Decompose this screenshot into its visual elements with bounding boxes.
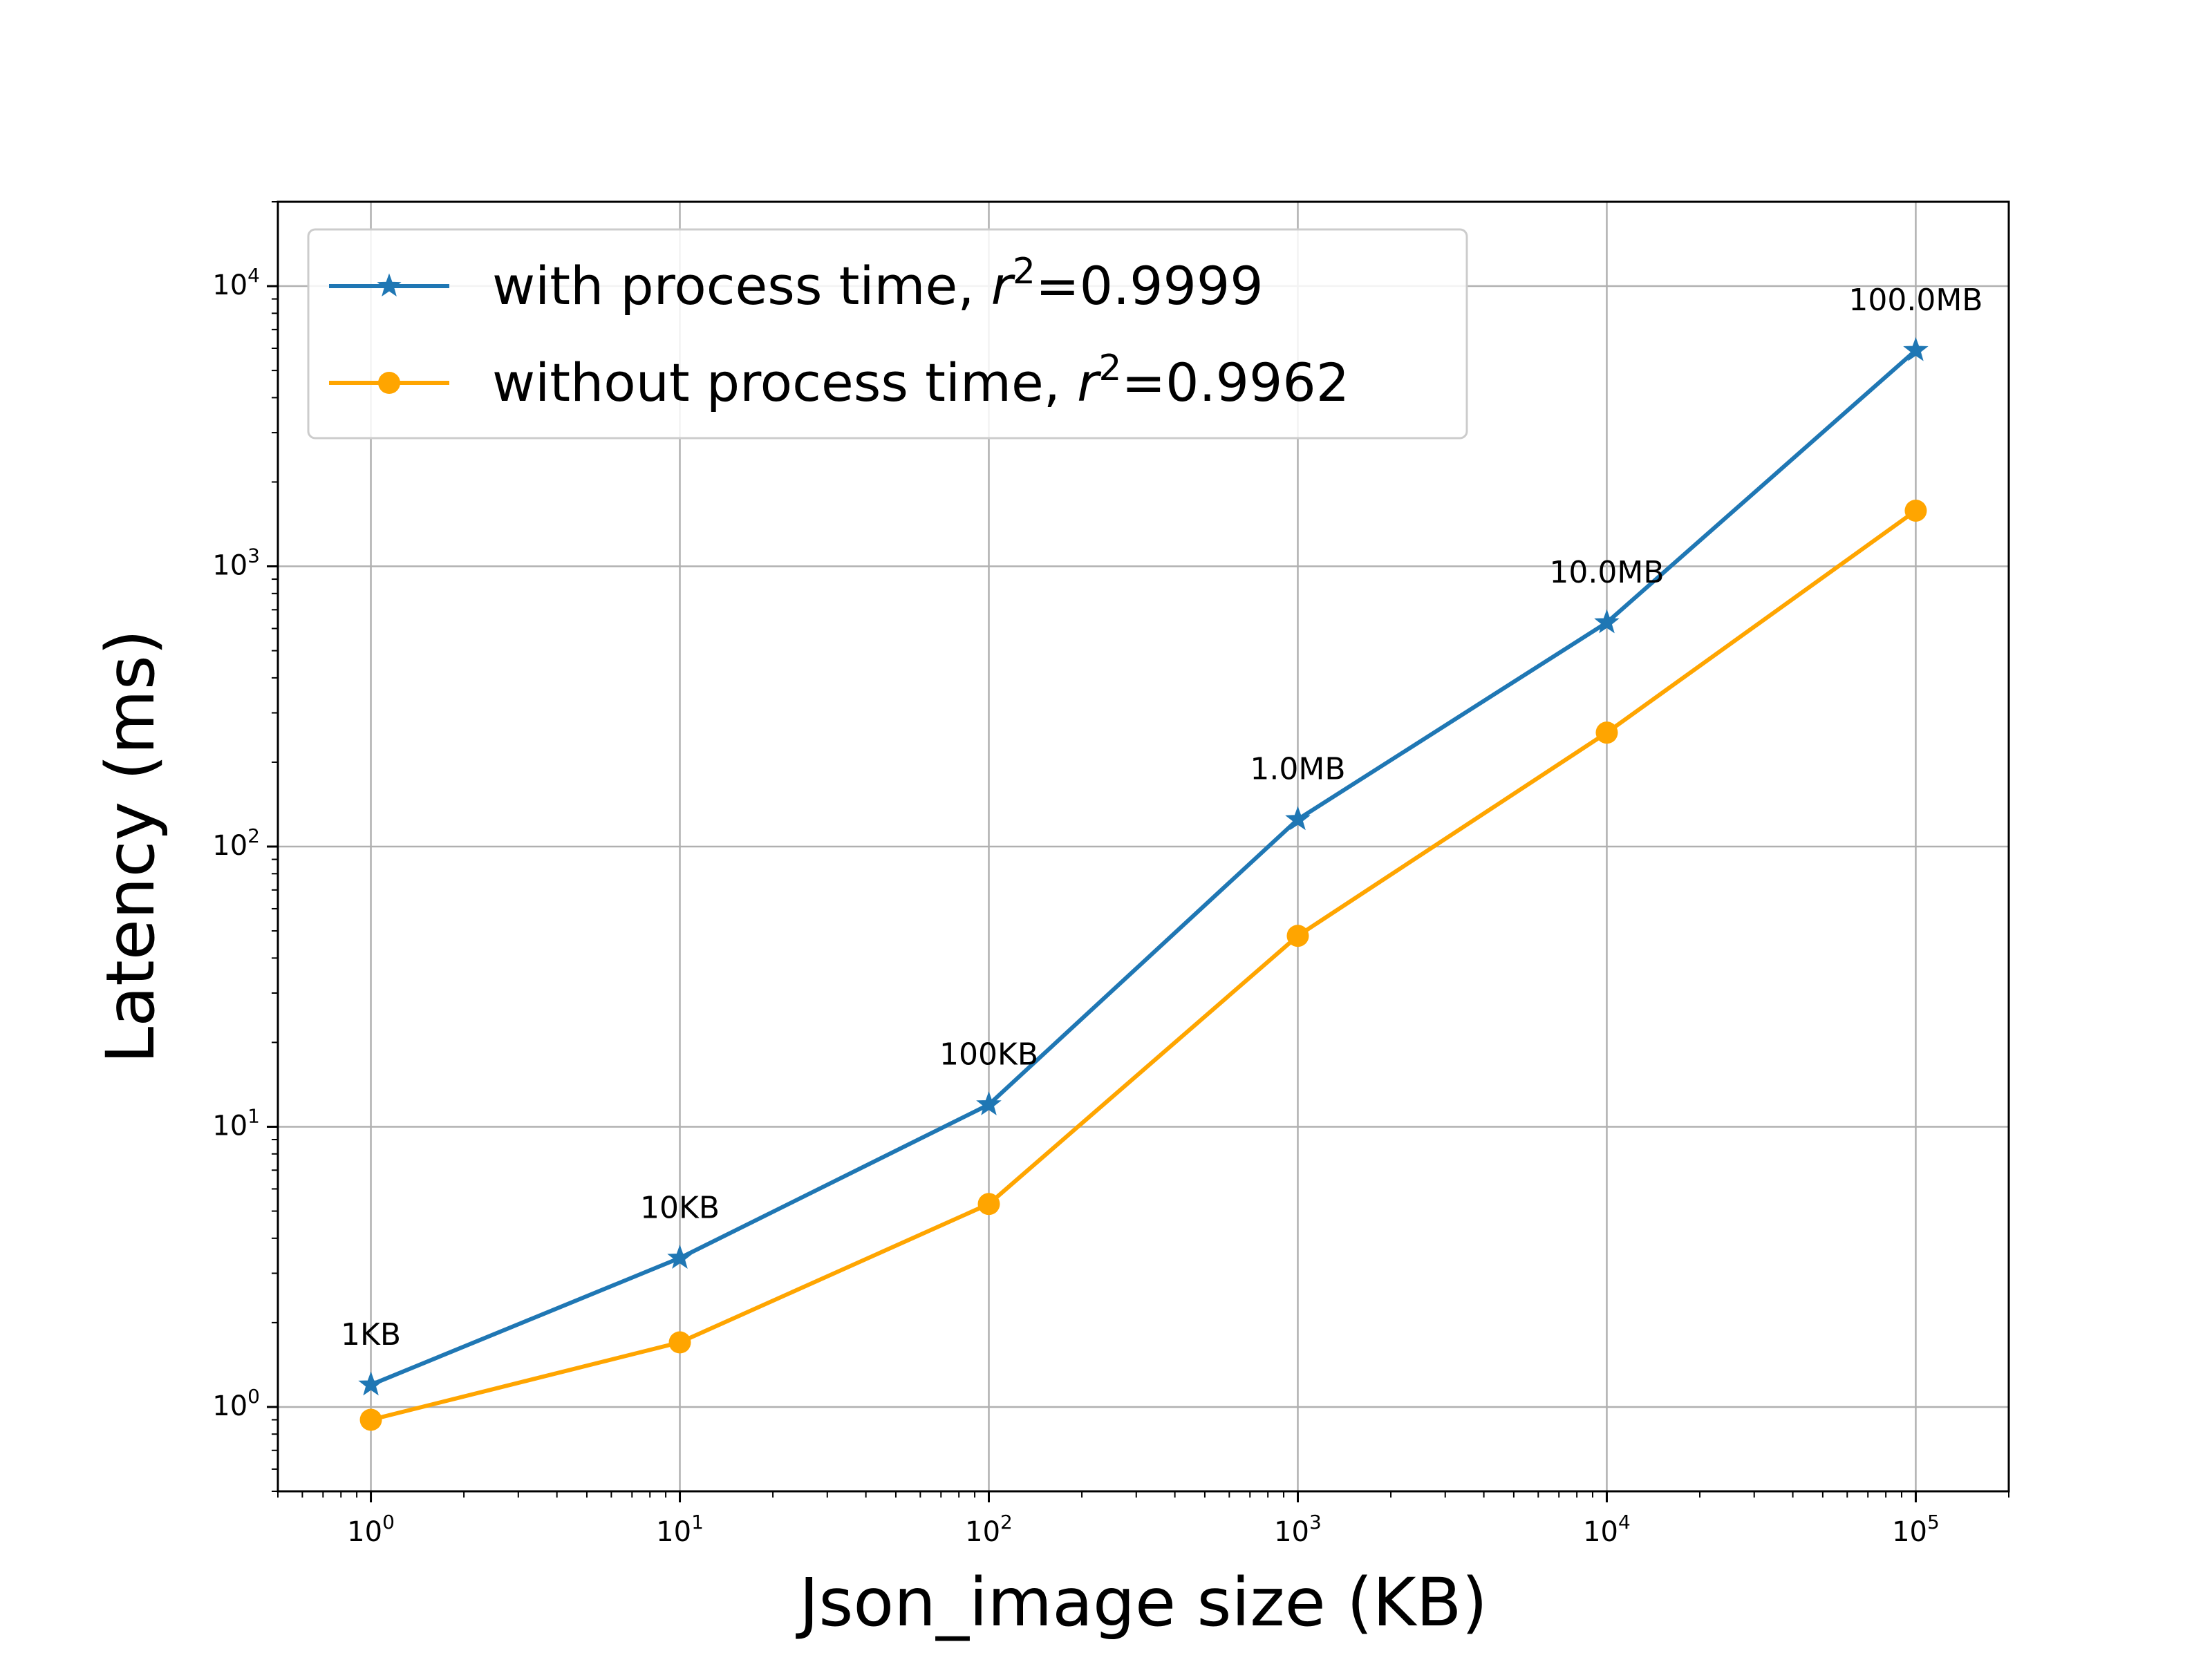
axis-ticks: 100 101 102 103 104 105 100 101 102 103 104 bbox=[212, 201, 2009, 1548]
data-point-star bbox=[358, 1371, 384, 1396]
data-point-star bbox=[1903, 337, 1929, 361]
x-tick-label: 103 bbox=[1274, 1511, 1322, 1548]
y-axis-title: Latency (ms) bbox=[92, 630, 169, 1064]
legend-star-marker bbox=[377, 273, 402, 296]
series-2 bbox=[359, 499, 1927, 1431]
plot-frame bbox=[276, 200, 2010, 1493]
data-point-circle bbox=[668, 1331, 691, 1354]
data-point-star bbox=[976, 1091, 1002, 1115]
x-tick-label: 105 bbox=[1892, 1511, 1940, 1548]
y-tick-label: 103 bbox=[212, 545, 260, 582]
data-point-circle bbox=[1595, 721, 1618, 744]
x-tick-label: 101 bbox=[656, 1511, 704, 1548]
x-tick-label: 100 bbox=[347, 1511, 395, 1548]
data-point-circle bbox=[359, 1408, 382, 1431]
legend-label: with process time, r2=0.9999 bbox=[492, 251, 1264, 317]
y-tick-label: 100 bbox=[212, 1385, 260, 1422]
x-tick-label: 104 bbox=[1583, 1511, 1631, 1548]
legend-box bbox=[307, 228, 1468, 440]
x-tick-label: 102 bbox=[965, 1511, 1013, 1548]
data-point-circle bbox=[1286, 925, 1309, 947]
series-1 bbox=[358, 337, 1929, 1396]
legend-circle-marker bbox=[378, 372, 400, 394]
size-annotation: 10KB bbox=[640, 1190, 720, 1225]
series-line bbox=[370, 348, 1918, 1387]
data-point-circle bbox=[1904, 499, 1927, 522]
size-annotation: 100KB bbox=[939, 1037, 1038, 1072]
series-line bbox=[370, 509, 1918, 1422]
size-annotation: 10.0MB bbox=[1549, 555, 1664, 590]
data-point-star bbox=[667, 1245, 693, 1269]
size-annotation: 1.0MB bbox=[1250, 752, 1345, 787]
data-point-circle bbox=[977, 1193, 1000, 1216]
point-annotations: 1KB 10KB 100KB 1.0MB 10.0MB 100.0MB bbox=[341, 283, 1983, 1352]
legend-label: without process time, r2=0.9962 bbox=[492, 348, 1349, 413]
y-tick-label: 102 bbox=[212, 824, 260, 862]
data-point-star bbox=[1594, 609, 1620, 634]
data-point-star bbox=[1285, 806, 1311, 831]
size-annotation: 100.0MB bbox=[1848, 283, 1983, 318]
x-axis-title: Json_image size (KB) bbox=[796, 1564, 1488, 1641]
y-tick-label: 101 bbox=[212, 1104, 260, 1142]
legend: with process time, r2=0.9999 without proc… bbox=[307, 228, 1468, 440]
size-annotation: 1KB bbox=[341, 1317, 401, 1352]
y-tick-label: 104 bbox=[212, 264, 260, 301]
